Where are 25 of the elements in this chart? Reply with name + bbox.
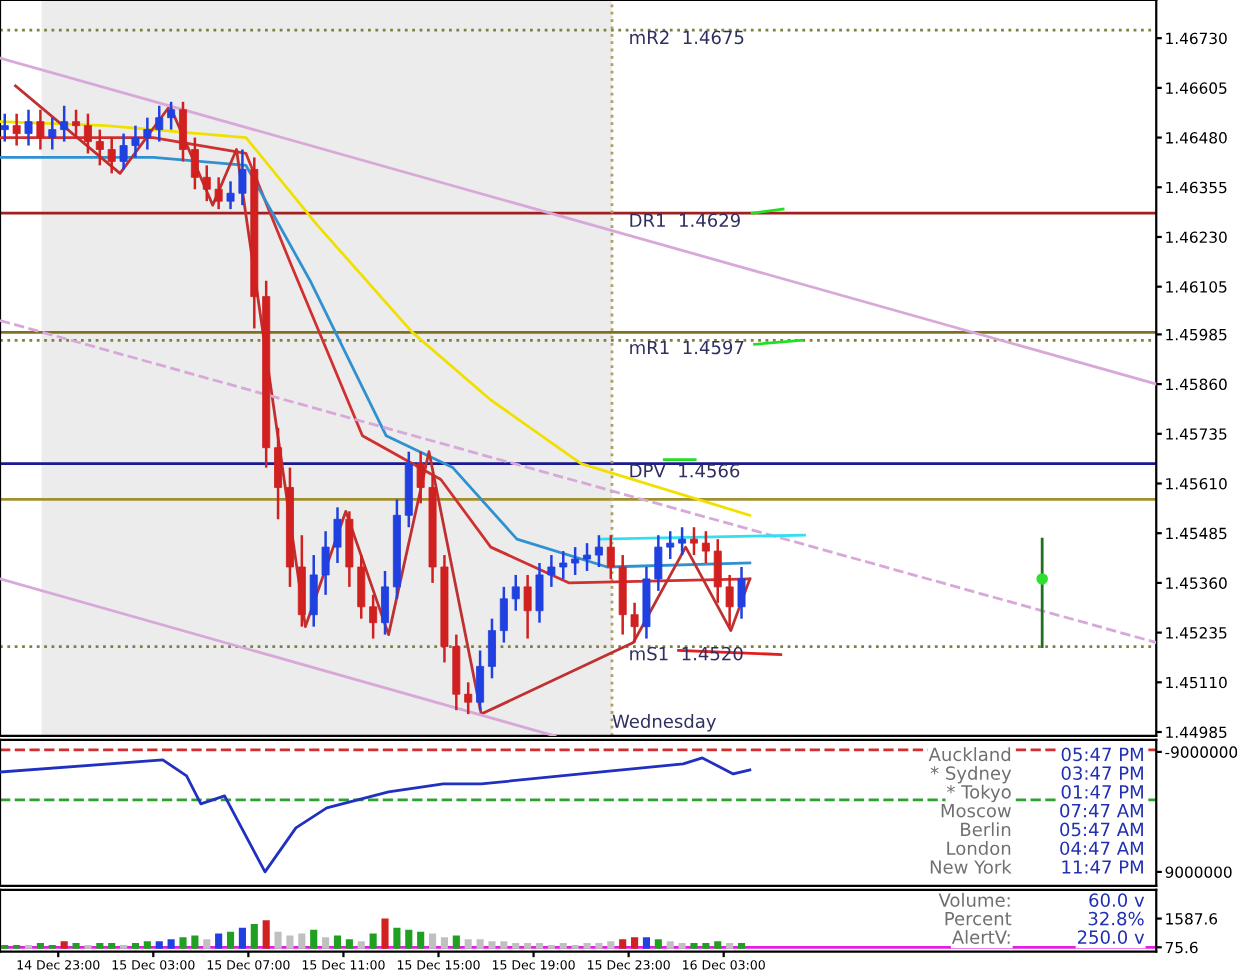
- annotation: Percent: [945, 912, 1012, 926]
- annotation: 250.0 v: [1077, 930, 1145, 944]
- annotation: 32.8%: [1088, 911, 1144, 926]
- annotation: 03:47 PM: [1061, 766, 1143, 780]
- annotation: Berlin: [961, 822, 1011, 837]
- annotation: Wednesday: [612, 714, 716, 732]
- annotation: 05:47 PM: [1061, 747, 1143, 762]
- annotation: 11:47 PM: [1062, 860, 1143, 874]
- annotation: Auckland: [928, 747, 1011, 762]
- annotation: Volume:: [938, 892, 1010, 907]
- annotation: 04:47 AM: [1060, 841, 1143, 856]
- annotation: 05:47 AM: [1060, 822, 1143, 837]
- annotation: DR1 1.4629: [630, 213, 740, 228]
- annotation: New York: [930, 859, 1012, 874]
- annotation: * Tokyo: [946, 784, 1011, 803]
- annotation: mR2 1.4675: [630, 30, 744, 45]
- annotation: London: [947, 841, 1011, 856]
- annotation: Moscow: [941, 804, 1011, 818]
- annotation: 01:47 PM: [1061, 785, 1143, 799]
- annotation: * Sydney: [930, 765, 1012, 784]
- annotation: mR1 1.4597: [630, 340, 744, 355]
- annotation: 60.0 v: [1089, 893, 1145, 907]
- annotation: DPV 1.4566: [630, 463, 740, 478]
- annotation: AlertV:: [951, 929, 1010, 944]
- annotation: 07:47 AM: [1060, 803, 1143, 818]
